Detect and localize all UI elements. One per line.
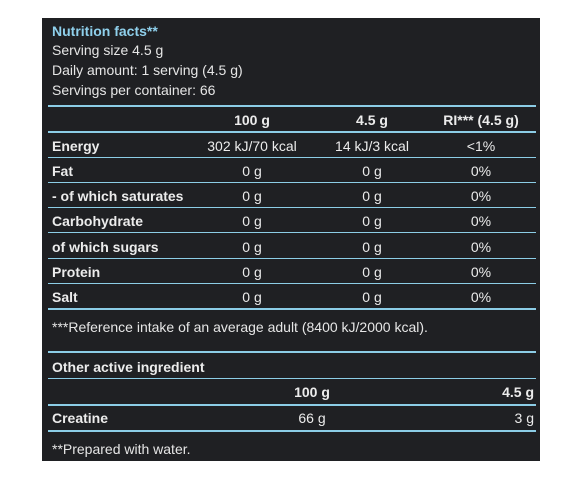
daily-amount: Daily amount: 1 serving (4.5 g) <box>52 62 243 78</box>
row-label-sugars: of which sugars <box>52 239 159 255</box>
saturates-ri: 0% <box>470 188 492 204</box>
other-ingredient-title-divider <box>48 378 536 379</box>
fat-per-serving: 0 g <box>362 163 382 179</box>
energy-ri: <1% <box>466 138 496 154</box>
salt-per-serving: 0 g <box>362 289 382 305</box>
nutrition-facts-panel: Nutrition facts** Serving size 4.5 g Dai… <box>42 18 540 461</box>
section-divider <box>48 351 536 353</box>
column-header-serving: 4.5 g <box>356 112 388 128</box>
row-divider <box>48 207 536 208</box>
row-label-fat: Fat <box>52 163 73 179</box>
other-column-header-serving: 4.5 g <box>502 384 534 400</box>
row-divider <box>48 157 536 158</box>
sugars-per-100g: 0 g <box>242 239 262 255</box>
saturates-per-100g: 0 g <box>242 188 262 204</box>
table-bottom-divider <box>48 308 536 310</box>
creatine-per-serving: 3 g <box>514 410 534 426</box>
salt-ri: 0% <box>470 289 492 305</box>
row-label-energy: Energy <box>52 138 100 154</box>
protein-ri: 0% <box>470 264 492 280</box>
row-divider <box>48 258 536 259</box>
sugars-ri: 0% <box>470 239 492 255</box>
row-label-salt: Salt <box>52 289 78 305</box>
serving-size: Serving size 4.5 g <box>52 42 164 58</box>
row-label-protein: Protein <box>52 264 101 280</box>
row-label-saturates: - of which saturates <box>52 188 184 204</box>
carbohydrate-per-100g: 0 g <box>242 213 262 229</box>
column-header-100g: 100 g <box>234 112 270 128</box>
servings-per-container: Servings per container: 66 <box>52 82 216 98</box>
row-divider <box>48 232 536 233</box>
header-divider <box>48 105 536 107</box>
row-divider <box>48 182 536 183</box>
carbohydrate-per-serving: 0 g <box>362 213 382 229</box>
column-header-divider <box>48 131 536 133</box>
sugars-per-serving: 0 g <box>362 239 382 255</box>
other-column-header-divider <box>48 404 536 406</box>
other-table-bottom-divider <box>48 430 536 432</box>
row-divider <box>48 283 536 284</box>
other-ingredient-title: Other active ingredient <box>52 359 205 375</box>
saturates-per-serving: 0 g <box>362 188 382 204</box>
carbohydrate-ri: 0% <box>470 213 492 229</box>
column-header-ri: RI*** (4.5 g) <box>443 112 519 128</box>
creatine-per-100g: 66 g <box>298 410 326 426</box>
row-label-carbohydrate: Carbohydrate <box>52 213 144 229</box>
prepared-with-water-note: **Prepared with water. <box>52 441 191 457</box>
energy-per-serving: 14 kJ/3 kcal <box>335 138 409 154</box>
fat-per-100g: 0 g <box>242 163 262 179</box>
reference-intake-footnote: ***Reference intake of an average adult … <box>52 319 428 335</box>
energy-per-100g: 302 kJ/70 kcal <box>207 138 297 154</box>
protein-per-serving: 0 g <box>362 264 382 280</box>
other-column-header-100g: 100 g <box>294 384 330 400</box>
row-label-creatine: Creatine <box>52 410 109 426</box>
protein-per-100g: 0 g <box>242 264 262 280</box>
fat-ri: 0% <box>470 163 492 179</box>
salt-per-100g: 0 g <box>242 289 262 305</box>
nutrition-facts-title: Nutrition facts** <box>52 23 158 39</box>
